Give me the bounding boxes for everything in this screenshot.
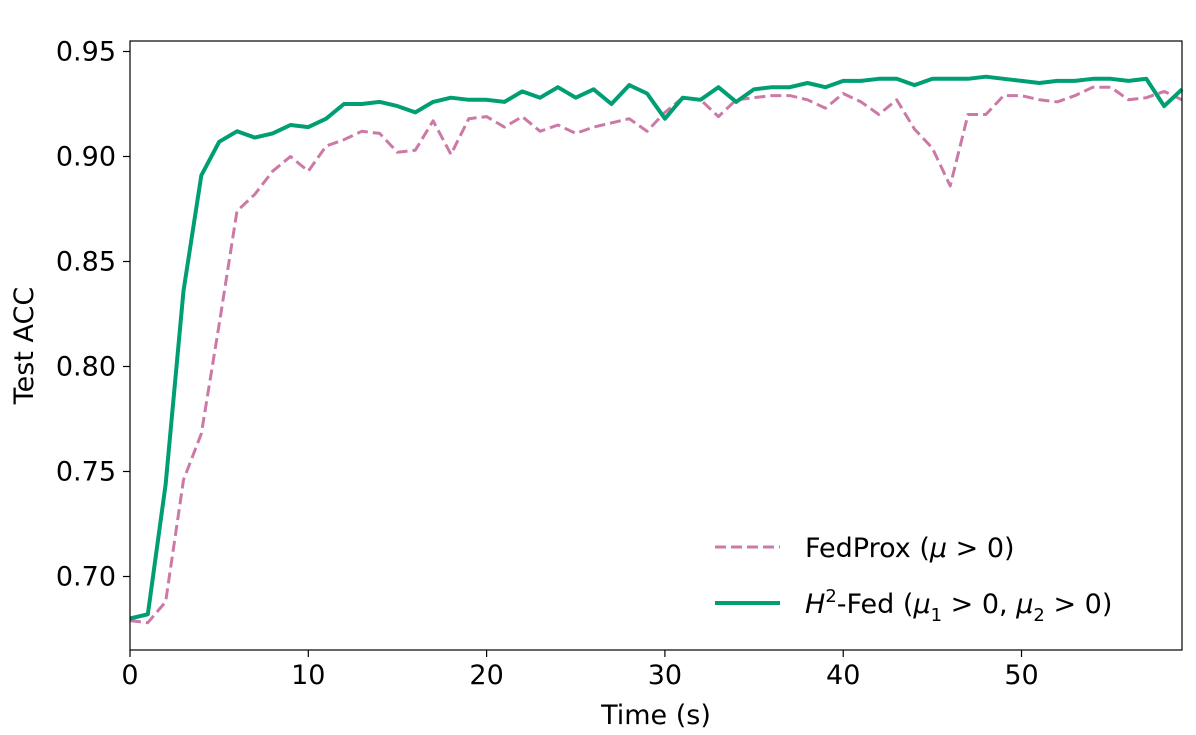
series-line-fedprox — [129, 85, 1183, 625]
x-axis-ticks: 0 10 20 30 40 50 — [121, 650, 1039, 691]
y-tick-label: 0.70 — [56, 562, 116, 593]
axes-frame — [129, 40, 1183, 651]
x-tick-label: 50 — [1004, 660, 1038, 691]
y-axis-label: Test ACC — [9, 287, 40, 405]
x-axis-label: Time (s) — [600, 700, 711, 731]
y-tick-label: 0.80 — [56, 352, 116, 383]
series-line-h2fed — [129, 74, 1184, 621]
x-tick-label: 20 — [469, 660, 503, 691]
x-tick-label: 0 — [121, 660, 138, 691]
y-tick-label: 0.75 — [56, 457, 116, 488]
y-axis-ticks: 0.70 0.75 0.80 0.85 0.90 0.95 — [56, 37, 130, 593]
legend-label-h2fed: H2-Fed (μ1 > 0, μ2 > 0) — [805, 586, 1112, 626]
y-tick-label: 0.90 — [56, 142, 116, 173]
legend-label-fedprox: FedProx (μ > 0) — [805, 533, 1015, 564]
x-tick-label: 30 — [648, 660, 682, 691]
legend: FedProx (μ > 0) H2-Fed (μ1 > 0, μ2 > 0) — [715, 533, 1112, 626]
y-tick-label: 0.85 — [56, 247, 116, 278]
plot-area — [129, 74, 1184, 625]
x-tick-label: 40 — [826, 660, 860, 691]
x-tick-label: 10 — [291, 660, 325, 691]
y-tick-label: 0.95 — [56, 37, 116, 68]
